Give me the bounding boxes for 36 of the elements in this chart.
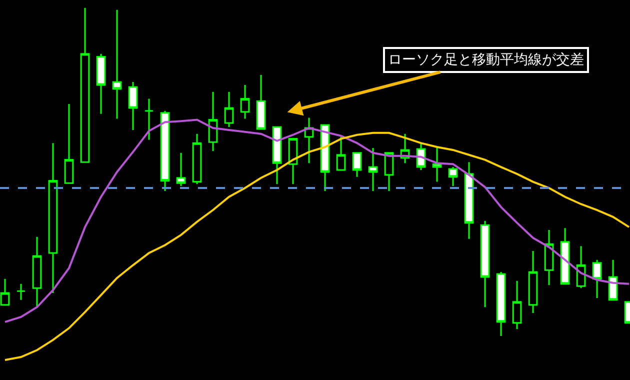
candlestick: [240, 84, 250, 120]
candlestick: [336, 136, 346, 171]
candlestick: [64, 103, 74, 184]
candlestick: [144, 98, 154, 141]
annotation: ローソク足と移動平均線が交差: [388, 52, 584, 68]
candlestick: [368, 147, 378, 192]
candlestick: [432, 146, 442, 183]
candlestick: [272, 126, 282, 185]
candlestick: [32, 236, 42, 308]
candlestick: [560, 227, 570, 285]
candlestick: [448, 166, 458, 187]
candlestick: [512, 280, 522, 330]
candlestick: [544, 229, 554, 286]
candlestick: [592, 259, 602, 299]
candlestick: [48, 142, 58, 294]
candlestick: [576, 245, 586, 289]
candlestick: [16, 283, 26, 301]
candlestick: [608, 259, 618, 301]
candlestick: [224, 91, 234, 128]
candlestick: [352, 152, 362, 178]
candlestick: [192, 133, 202, 185]
candlestick: [112, 9, 122, 120]
candlestick: [160, 110, 170, 192]
candlestick: [464, 161, 474, 240]
candlestick: [528, 250, 538, 314]
candlestick: [256, 74, 266, 130]
candlestick: [480, 220, 490, 308]
candlestick: [80, 7, 90, 163]
candlestick: [288, 137, 298, 185]
candlestick: [208, 91, 218, 152]
candlestick: [304, 117, 314, 164]
candlestick: [128, 81, 138, 131]
candlestick: [384, 152, 394, 192]
candlestick: [176, 152, 186, 187]
candlestick: [496, 271, 506, 337]
candlestick: [96, 53, 106, 115]
